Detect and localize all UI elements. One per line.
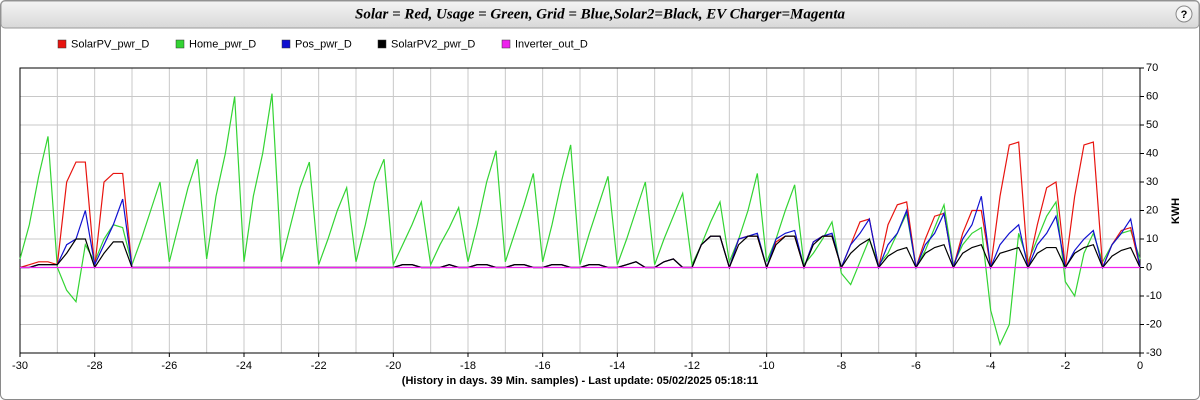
y-tick-label: 0 <box>1146 261 1152 273</box>
plot-border <box>19 67 1141 354</box>
x-tick-label: -28 <box>87 360 103 372</box>
legend-label[interactable]: Inverter_out_D <box>515 38 588 50</box>
x-tick-label: -14 <box>609 360 625 372</box>
y-tick-label: 60 <box>1146 90 1158 102</box>
legend-label[interactable]: SolarPV_pwr_D <box>71 38 149 50</box>
y-tick-label: 30 <box>1146 176 1158 188</box>
x-tick-label: -6 <box>911 360 921 372</box>
legend-label[interactable]: Pos_pwr_D <box>295 38 352 50</box>
legend-label[interactable]: SolarPV2_pwr_D <box>391 38 475 50</box>
x-tick-label: -30 <box>12 360 28 372</box>
help-button-label[interactable]: ? <box>1181 9 1188 21</box>
x-tick-label: -20 <box>385 360 401 372</box>
y-tick-label: -10 <box>1146 290 1162 302</box>
chart-title: Solar = Red, Usage = Green, Grid = Blue,… <box>355 6 846 22</box>
legend-swatch[interactable] <box>175 39 185 49</box>
legend-swatch[interactable] <box>377 39 387 49</box>
help-button[interactable] <box>1175 5 1193 23</box>
legend-swatch[interactable] <box>281 39 291 49</box>
y-tick-label: 40 <box>1146 147 1158 159</box>
y-tick-label: 70 <box>1146 62 1158 74</box>
title-bar <box>0 0 1200 29</box>
x-tick-label: -26 <box>161 360 177 372</box>
x-tick-label: -12 <box>684 360 700 372</box>
legend-swatch[interactable] <box>57 39 67 49</box>
x-tick-label: -18 <box>460 360 476 372</box>
x-tick-label: -2 <box>1060 360 1070 372</box>
x-tick-label: -4 <box>986 360 996 372</box>
y-tick-label: 50 <box>1146 119 1158 131</box>
legend-label[interactable]: Home_pwr_D <box>189 38 256 50</box>
x-tick-label: -8 <box>836 360 846 372</box>
legend-swatch[interactable] <box>501 39 511 49</box>
x-axis-label: (History in days. 39 Min. samples) - Las… <box>402 375 758 387</box>
y-tick-label: -20 <box>1146 318 1162 330</box>
y-tick-label: 20 <box>1146 204 1158 216</box>
x-tick-label: -24 <box>236 360 252 372</box>
y-tick-label: 10 <box>1146 233 1158 245</box>
y-axis-label: KWH <box>1170 198 1182 224</box>
y-tick-label: -30 <box>1146 347 1162 359</box>
x-tick-label: -16 <box>535 360 551 372</box>
x-tick-label: -10 <box>759 360 775 372</box>
x-tick-label: -22 <box>311 360 327 372</box>
x-tick-label: 0 <box>1137 360 1143 372</box>
